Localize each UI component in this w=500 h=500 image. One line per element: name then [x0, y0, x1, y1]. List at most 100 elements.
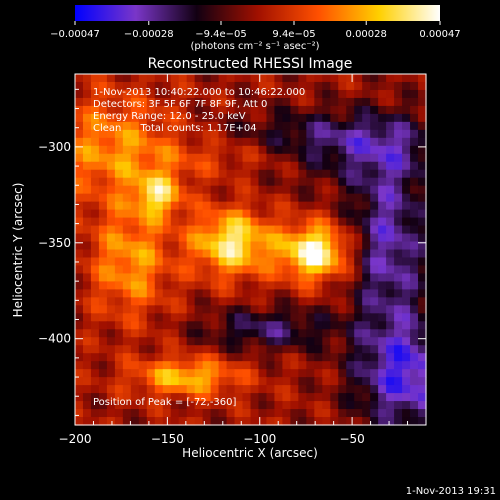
- heatmap-cell: [274, 113, 284, 123]
- heatmap-cell: [274, 257, 284, 267]
- heatmap-cell: [75, 241, 84, 251]
- heatmap-cell: [274, 129, 284, 139]
- heatmap-cell: [362, 201, 371, 211]
- heatmap-cell: [122, 345, 132, 354]
- heatmap-cell: [75, 105, 84, 115]
- heatmap-cell: [194, 233, 204, 243]
- heatmap-cell: [210, 137, 220, 147]
- heatmap-cell: [75, 265, 84, 275]
- heatmap-cell: [154, 385, 164, 394]
- heatmap-cell: [394, 385, 403, 394]
- heatmap-cell: [410, 193, 419, 203]
- heatmap-cell: [314, 161, 323, 171]
- heatmap-cell: [162, 369, 172, 378]
- heatmap-cell: [106, 121, 116, 131]
- heatmap-cell: [418, 89, 427, 99]
- heatmap-cell: [274, 193, 284, 203]
- heatmap-cell: [242, 233, 252, 243]
- heatmap-cell: [274, 417, 284, 426]
- heatmap-cell: [210, 249, 220, 259]
- heatmap-cell: [114, 201, 124, 211]
- heatmap-cell: [290, 217, 299, 227]
- heatmap-cell: [338, 321, 347, 330]
- heatmap-cell: [298, 257, 307, 267]
- heatmap-cell: [394, 337, 403, 346]
- heatmap-cell: [162, 81, 172, 91]
- heatmap-cell: [130, 81, 140, 91]
- heatmap-cell: [170, 409, 180, 418]
- heatmap-cell: [274, 153, 284, 163]
- heatmap-cell: [410, 393, 419, 402]
- heatmap-cell: [210, 289, 220, 298]
- heatmap-cell: [242, 257, 252, 267]
- heatmap-cell: [378, 193, 387, 203]
- heatmap-cell: [82, 81, 92, 91]
- heatmap-cell: [186, 257, 196, 267]
- heatmap-cell: [266, 217, 276, 227]
- heatmap-cell: [226, 385, 236, 394]
- heatmap-cell: [114, 193, 124, 203]
- heatmap-cell: [202, 329, 212, 338]
- heatmap-cell: [290, 201, 299, 211]
- heatmap-cell: [90, 241, 100, 251]
- heatmap-cell: [418, 377, 427, 386]
- heatmap-cell: [170, 169, 180, 179]
- heatmap-cell: [290, 265, 299, 275]
- heatmap-cell: [338, 297, 347, 306]
- heatmap-cell: [322, 305, 331, 314]
- peak-position-annotation: Position of Peak = [-72,-360]: [93, 397, 237, 408]
- heatmap-cell: [218, 161, 228, 171]
- heatmap-cell: [138, 257, 148, 267]
- heatmap-cell: [242, 193, 252, 203]
- heatmap-cell: [306, 321, 315, 330]
- heatmap-cell: [314, 169, 323, 179]
- heatmap-cell: [202, 233, 212, 243]
- heatmap-cell: [282, 145, 291, 155]
- heatmap-cell: [162, 137, 172, 147]
- heatmap-cell: [234, 209, 244, 219]
- heatmap-cell: [106, 321, 116, 330]
- heatmap-cell: [386, 273, 395, 283]
- heatmap-cell: [234, 153, 244, 163]
- heatmap-cell: [266, 385, 276, 394]
- heatmap-cell: [186, 169, 196, 179]
- heatmap-cell: [258, 81, 268, 91]
- heatmap-cell: [306, 401, 315, 410]
- heatmap-cell: [314, 321, 323, 330]
- heatmap-cell: [210, 161, 220, 171]
- heatmap-cell: [290, 105, 299, 115]
- heatmap-cell: [242, 97, 252, 107]
- heatmap-cell: [410, 289, 419, 298]
- heatmap-cell: [114, 393, 124, 402]
- heatmap-cell: [394, 241, 403, 251]
- heatmap-cell: [354, 329, 363, 338]
- heatmap-cell: [186, 353, 196, 362]
- heatmap-cell: [234, 129, 244, 139]
- heatmap-cell: [218, 345, 228, 354]
- heatmap-cell: [202, 297, 212, 306]
- heatmap-cell: [266, 409, 276, 418]
- heatmap-cell: [346, 305, 355, 314]
- heatmap-cell: [154, 193, 164, 203]
- heatmap-cell: [170, 233, 180, 243]
- heatmap-cell: [130, 321, 140, 330]
- heatmap-cell: [322, 257, 331, 267]
- heatmap-cell: [90, 129, 100, 139]
- heatmap-cell: [282, 185, 291, 195]
- heatmap-cell: [402, 177, 411, 187]
- heatmap-cell: [378, 169, 387, 179]
- heatmap-cell: [258, 209, 268, 219]
- heatmap-cell: [298, 313, 307, 322]
- heatmap-cell: [338, 377, 347, 386]
- heatmap-cell: [314, 81, 323, 91]
- heatmap-cell: [290, 121, 299, 131]
- heatmap-cell: [314, 377, 323, 386]
- heatmap-cell: [138, 273, 148, 283]
- heatmap-cell: [282, 385, 291, 394]
- heatmap-cell: [338, 337, 347, 346]
- heatmap-cell: [306, 409, 315, 418]
- heatmap-cell: [234, 273, 244, 283]
- heatmap-cell: [226, 201, 236, 211]
- heatmap-cell: [122, 81, 132, 91]
- heatmap-cell: [330, 265, 339, 275]
